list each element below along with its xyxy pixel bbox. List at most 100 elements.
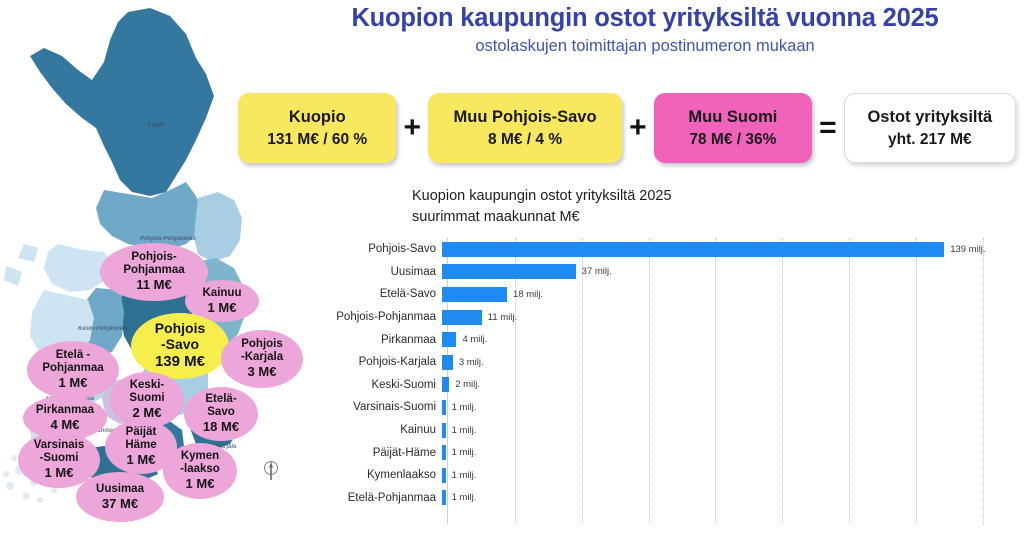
chart-bar-row: Uusimaa 37 milj. [330,261,1024,284]
summary-box-kuopio: Kuopio 131 M€ / 60 % [238,93,397,163]
map-bubble-name-line2: -laakso [180,463,220,476]
map-bubble-name-line2: Savo [207,406,235,419]
map-bubble-value: 1 M€ [185,476,215,492]
chart-category-label: Kainuu [400,424,436,437]
chart-bar [442,490,446,506]
map-bubble-value: 18 M€ [202,419,240,435]
map-bubble-name-line2: -Karjala [240,351,284,364]
chart-bar [442,422,446,438]
chart-bar-rows: Pohjois-Savo 139 milj. Uusimaa 37 milj. Etel… [330,238,1024,509]
chart-bar-row: Kainuu 1 milj. [330,419,1024,442]
map-bubble-name: Etelä - [55,349,91,362]
map-bubble-name: Päijät [125,426,157,439]
summary-box-total: Ostot yrityksiltä yht. 217 M€ [843,93,1016,163]
map-bubble-name: Keski- [129,379,165,392]
chart-gridline [915,238,917,524]
summary-box-kuopio-name: Kuopio [288,108,346,126]
chart-bar-value-label: 139 milj. [950,243,986,255]
chart-category-label: Päijät-Häme [372,446,436,459]
map-bubble: Kymen -laakso 1 M€ [163,443,237,499]
chart-category-label: Kymenlaakso [366,469,436,482]
chart-plot-area: Pohjois-Savo 139 milj. Uusimaa 37 milj. Etel… [330,238,1024,528]
chart-title-line1: Kuopion kaupungin ostot yrityksiltä 2025 [412,188,672,204]
chart-bar-wrapper: 1 milj. [442,396,1024,419]
map-bubble-name: Varsinais [33,439,85,452]
summary-box-muu-pohjois-savo-value: 8 M€ / 4 % [488,130,563,148]
map-bubble: Varsinais -Suomi 1 M€ [18,432,100,488]
chart-category-label: Pohjois-Savo [368,243,436,256]
map-bubble-name: Pohjois- [131,251,177,264]
chart-bar-row: Etelä-Savo 18 milj. [330,283,1024,306]
plus-operator-2: + [629,111,647,144]
chart-bar-value-label: 4 milj. [462,334,488,346]
map-bubble-name-line2: Pohjanmaa [123,264,185,277]
map-bubble: Etelä- Savo 18 M€ [184,387,258,441]
map-bubble-value: 37 M€ [101,495,139,511]
chart-bar [442,377,450,393]
chart-bar-row: Varsinais-Suomi 1 milj. [330,396,1024,419]
map-bubble-name: Kymen [180,450,220,463]
map-bubble-name-line2: Häme [125,439,157,452]
summary-box-muu-pohjois-savo-name: Muu Pohjois-Savo [453,108,597,126]
chart-bar [442,467,446,483]
chart-category-label: Keski-Suomi [371,378,436,391]
chart-bar [442,354,453,370]
map-region-label: Keski-Pohjanmaa [78,326,129,332]
chart-category-label: Pirkanmaa [381,333,436,346]
chart-category-label: Etelä-Savo [379,288,436,301]
chart-category-label: Varsinais-Suomi [353,401,436,414]
chart-bar-value-label: 1 milj. [451,447,477,459]
chart-bar-wrapper: 11 milj. [442,306,1024,329]
map-bubble: Uusimaa 37 M€ [76,472,164,522]
map-region-label: Pirkanmaa [86,428,117,434]
chart-bar-wrapper: 4 milj. [442,328,1024,351]
chart-category-label: Uusimaa [390,265,436,278]
chart-bar-wrapper: 1 milj. [442,441,1024,464]
map-bubble-name-line2: -Suomi [39,452,79,465]
chart-bar-row: Päijät-Häme 1 milj. [330,441,1024,464]
chart-bar [442,445,446,461]
chart-bar-value-label: 11 milj. [487,311,518,323]
plus-operator-1: + [403,111,422,144]
summary-box-total-value: yht. 217 M€ [888,130,972,148]
chart-bar-wrapper: 1 milj. [442,419,1024,442]
chart-bar-row: Pohjois-Savo 139 milj. [330,238,1024,261]
map-bubble-name-line2: Pohjanmaa [42,362,104,375]
chart-gridline [982,238,984,524]
chart-category-label: Pohjois-Pohjanmaa [336,311,436,324]
finland-map: LappiPohjois-PohjanmaaKainuuKeski-Pohjan… [0,0,320,536]
map-bubble-value: 139 M€ [154,352,206,370]
map-bubble: Etelä - Pohjanmaa 1 M€ [27,341,119,399]
header: Kuopion kaupungin ostot yrityksiltä vuon… [270,4,1020,56]
chart-bar-wrapper: 1 milj. [442,464,1024,487]
chart-title-line2: suurimmat maakunnat M€ [412,208,580,225]
map-bubble-value: 1 M€ [207,299,237,315]
summary-box-muu-suomi-value: 78 M€ / 36% [689,130,777,148]
bar-chart: Kuopion kaupungin ostot yrityksiltä 2025… [330,186,1024,536]
map-bubble-name-line2: -Savo [160,336,200,353]
summary-box-muu-suomi: Muu Suomi 78 M€ / 36% [653,93,813,163]
map-bubble: Pohjois -Savo 139 M€ [131,313,229,379]
chart-bar-row: Pohjois-Karjala 3 milj. [330,351,1024,374]
chart-bar-value-label: 1 milj. [451,469,477,481]
chart-bar-wrapper: 37 milj. [442,261,1024,284]
chart-bar-value-label: 18 milj. [513,288,544,300]
chart-category-label: Pohjois-Karjala [358,356,436,369]
summary-box-muu-suomi-name: Muu Suomi [688,108,778,126]
map-bubble-name-line2: Suomi [129,392,165,405]
summary-box-muu-pohjois-savo: Muu Pohjois-Savo 8 M€ / 4 % [428,93,623,163]
chart-bar-value-label: 1 milj. [451,401,477,413]
chart-bar-row: Etelä-Pohjanmaa 1 milj. [330,487,1024,510]
map-bubble-name: Etelä- [205,393,237,406]
map-bubble-value: 11 M€ [136,277,172,293]
chart-bar-wrapper: 1 milj. [442,487,1024,510]
chart-bar-value-label: 1 milj. [451,424,477,436]
chart-bar [442,309,482,325]
map-bubble-value: 1 M€ [44,465,74,481]
chart-bar-wrapper: 2 milj. [442,374,1024,397]
equals-operator: = [819,111,837,144]
chart-category-label: Etelä-Pohjanmaa [347,491,436,504]
chart-title: Kuopion kaupungin ostot yrityksiltä 2025… [412,186,672,227]
map-bubble-name: Pirkanmaa [35,403,95,416]
chart-bar-row: Keski-Suomi 2 milj. [330,374,1024,397]
